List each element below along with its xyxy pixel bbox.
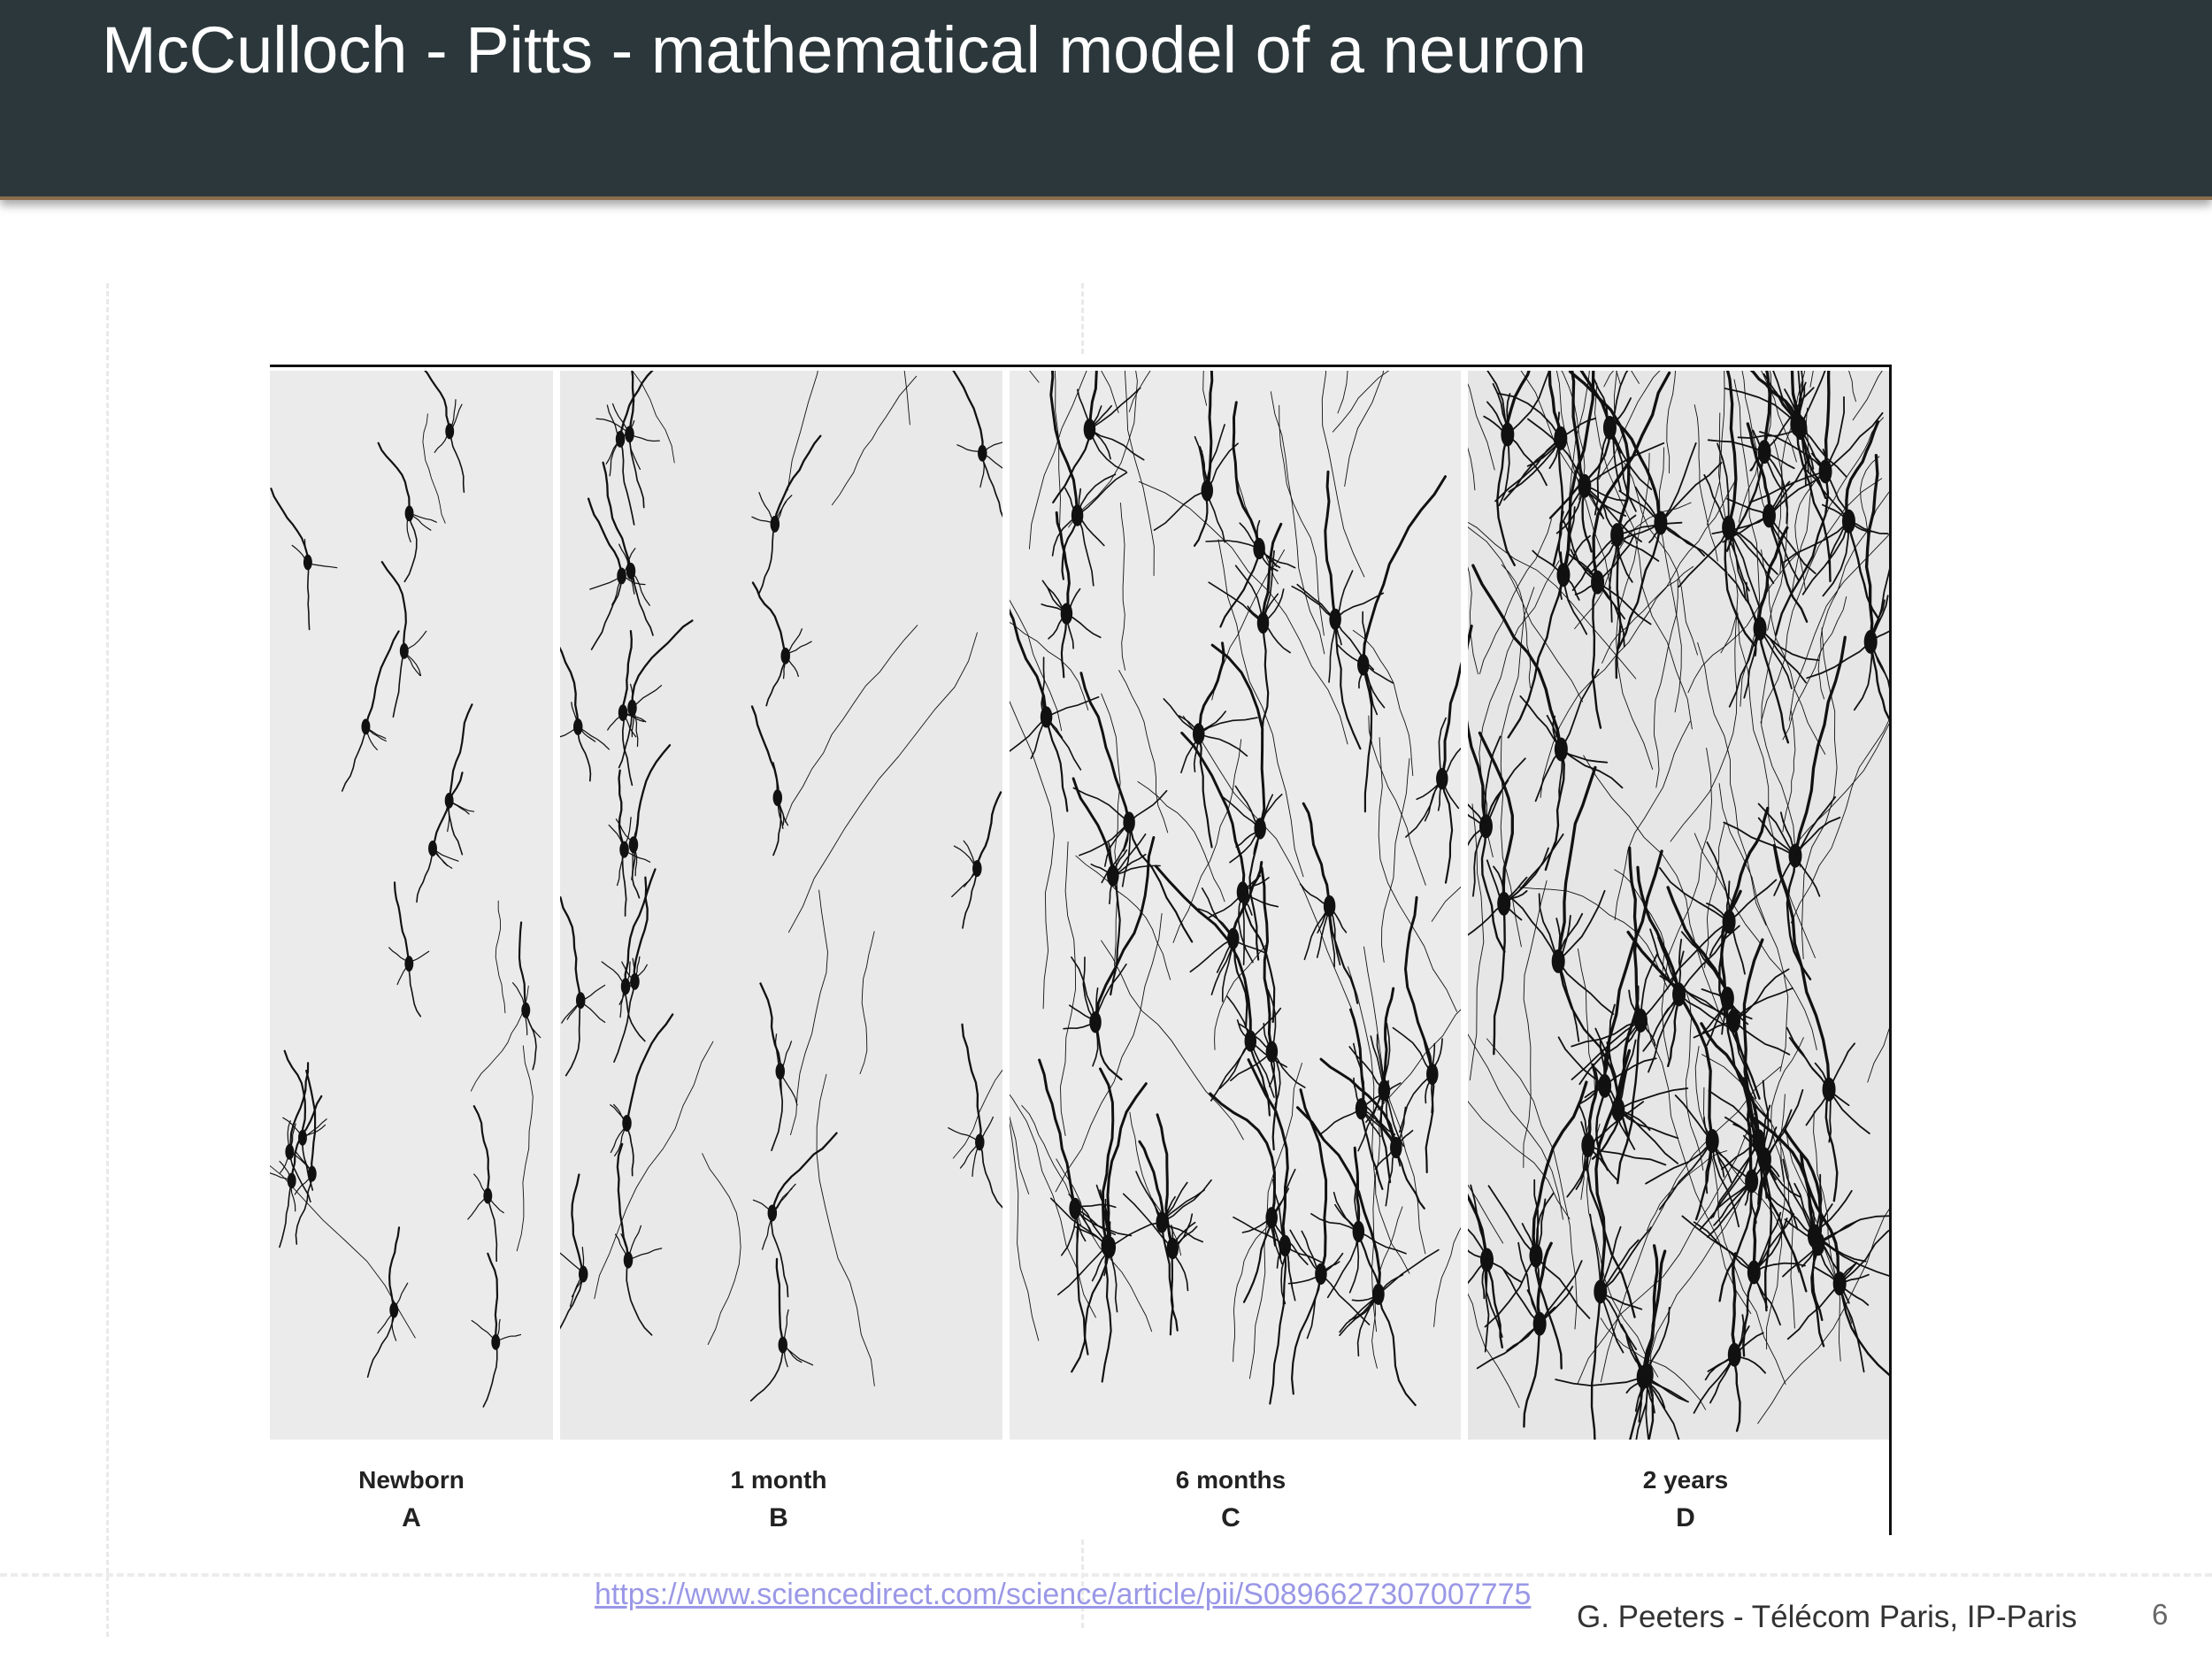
guide-line-bottom xyxy=(0,1573,2212,1577)
title-underline xyxy=(0,196,2212,200)
caption-newborn: Newborn A xyxy=(279,1466,544,1533)
neuron-drawing-newborn xyxy=(270,371,541,1408)
caption-label: 2 years xyxy=(1642,1466,1729,1494)
page-number: 6 xyxy=(2152,1598,2169,1631)
neuron-drawing-6-months xyxy=(1010,371,1461,1407)
caption-2-years: 2 years D xyxy=(1553,1466,1818,1533)
neuron-development-figure: Newborn A 1 month B 6 months C 2 years D xyxy=(270,365,1892,1535)
neuron-drawing-2-years xyxy=(1468,371,1889,1440)
caption-label: 1 month xyxy=(730,1466,827,1494)
caption-letter: B xyxy=(769,1503,788,1532)
guide-line-middle-lower xyxy=(1081,1540,1084,1628)
caption-1-month: 1 month B xyxy=(646,1466,911,1533)
panel-separator xyxy=(1461,367,1468,1440)
panel-newborn xyxy=(270,371,553,1440)
caption-letter: C xyxy=(1221,1503,1240,1532)
guide-line-middle xyxy=(1081,283,1084,354)
caption-label: Newborn xyxy=(358,1466,465,1494)
panel-1-month xyxy=(560,371,1002,1440)
title-bar: McCulloch - Pitts - mathematical model o… xyxy=(0,0,2212,200)
caption-letter: A xyxy=(402,1503,421,1532)
caption-label: 6 months xyxy=(1175,1466,1286,1494)
caption-letter: D xyxy=(1676,1503,1695,1532)
source-link[interactable]: https://www.sciencedirect.com/science/ar… xyxy=(595,1578,1532,1611)
slide-title: McCulloch - Pitts - mathematical model o… xyxy=(102,13,1587,87)
footer-author: G. Peeters - Télécom Paris, IP-Paris xyxy=(1577,1600,2078,1634)
guide-line-left xyxy=(106,283,109,1637)
neuron-drawing-1-month xyxy=(560,371,1002,1402)
panel-separator xyxy=(1002,367,1010,1440)
panel-2-years xyxy=(1468,371,1889,1440)
panel-separator xyxy=(553,367,560,1440)
caption-6-months: 6 months C xyxy=(1098,1466,1363,1533)
panel-6-months xyxy=(1010,371,1461,1440)
